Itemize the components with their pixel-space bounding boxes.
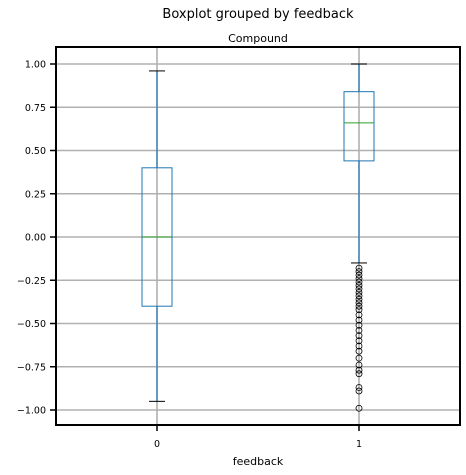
outlier-point — [355, 306, 363, 314]
outlier-point — [355, 275, 363, 282]
outlier-point — [355, 366, 363, 374]
outlier-point — [355, 354, 363, 362]
outlier-point — [355, 282, 363, 289]
outlier-point — [355, 332, 363, 340]
outlier-point — [355, 321, 363, 329]
outlier-point — [355, 292, 363, 300]
x-axis-label: feedback — [233, 455, 284, 468]
chart-title: Boxplot grouped by feedback — [162, 7, 354, 22]
x-tick-label: 0 — [154, 439, 160, 450]
outlier-point — [355, 316, 363, 324]
y-tick-label: −0.25 — [17, 276, 46, 287]
outlier-point — [355, 295, 363, 303]
y-tick-label: 0.25 — [25, 189, 46, 200]
outlier-point — [355, 327, 363, 334]
outlier-point — [355, 347, 363, 355]
outlier-point — [355, 268, 363, 276]
outlier-point — [355, 370, 363, 378]
outlier-point — [355, 384, 363, 391]
x-tick-label: 1 — [356, 439, 362, 450]
outlier-point — [355, 361, 363, 369]
outlier-point — [355, 299, 363, 307]
boxes — [141, 63, 375, 412]
outlier-point — [355, 302, 363, 310]
outlier-point — [355, 337, 363, 345]
y-tick-label: −0.75 — [17, 362, 46, 373]
outlier-point — [355, 387, 363, 395]
y-tick-label: −0.50 — [17, 319, 46, 330]
outlier-point — [355, 271, 363, 279]
outlier-point — [355, 264, 363, 272]
ticks: 1.00 0.75 0.50 0.25 0.00 −0.25 −0.50 −0.75 −1.00… — [17, 60, 362, 451]
chart-subtitle: Compound — [228, 32, 288, 45]
outlier-point — [355, 404, 363, 412]
outlier-point — [355, 288, 363, 296]
y-tick-label: 0.50 — [25, 146, 46, 157]
y-tick-label: 0.00 — [25, 233, 46, 244]
outlier-point — [355, 278, 363, 286]
box-iqr — [343, 91, 375, 162]
plot-frame — [55, 46, 461, 426]
outlier-point — [355, 342, 363, 350]
outlier-point — [355, 285, 363, 293]
y-tick-label: 0.75 — [25, 103, 46, 114]
outlier-point — [355, 311, 363, 319]
y-tick-label: 1.00 — [25, 60, 46, 71]
y-tick-label: −1.00 — [17, 406, 46, 417]
grid-lines — [56, 47, 460, 425]
